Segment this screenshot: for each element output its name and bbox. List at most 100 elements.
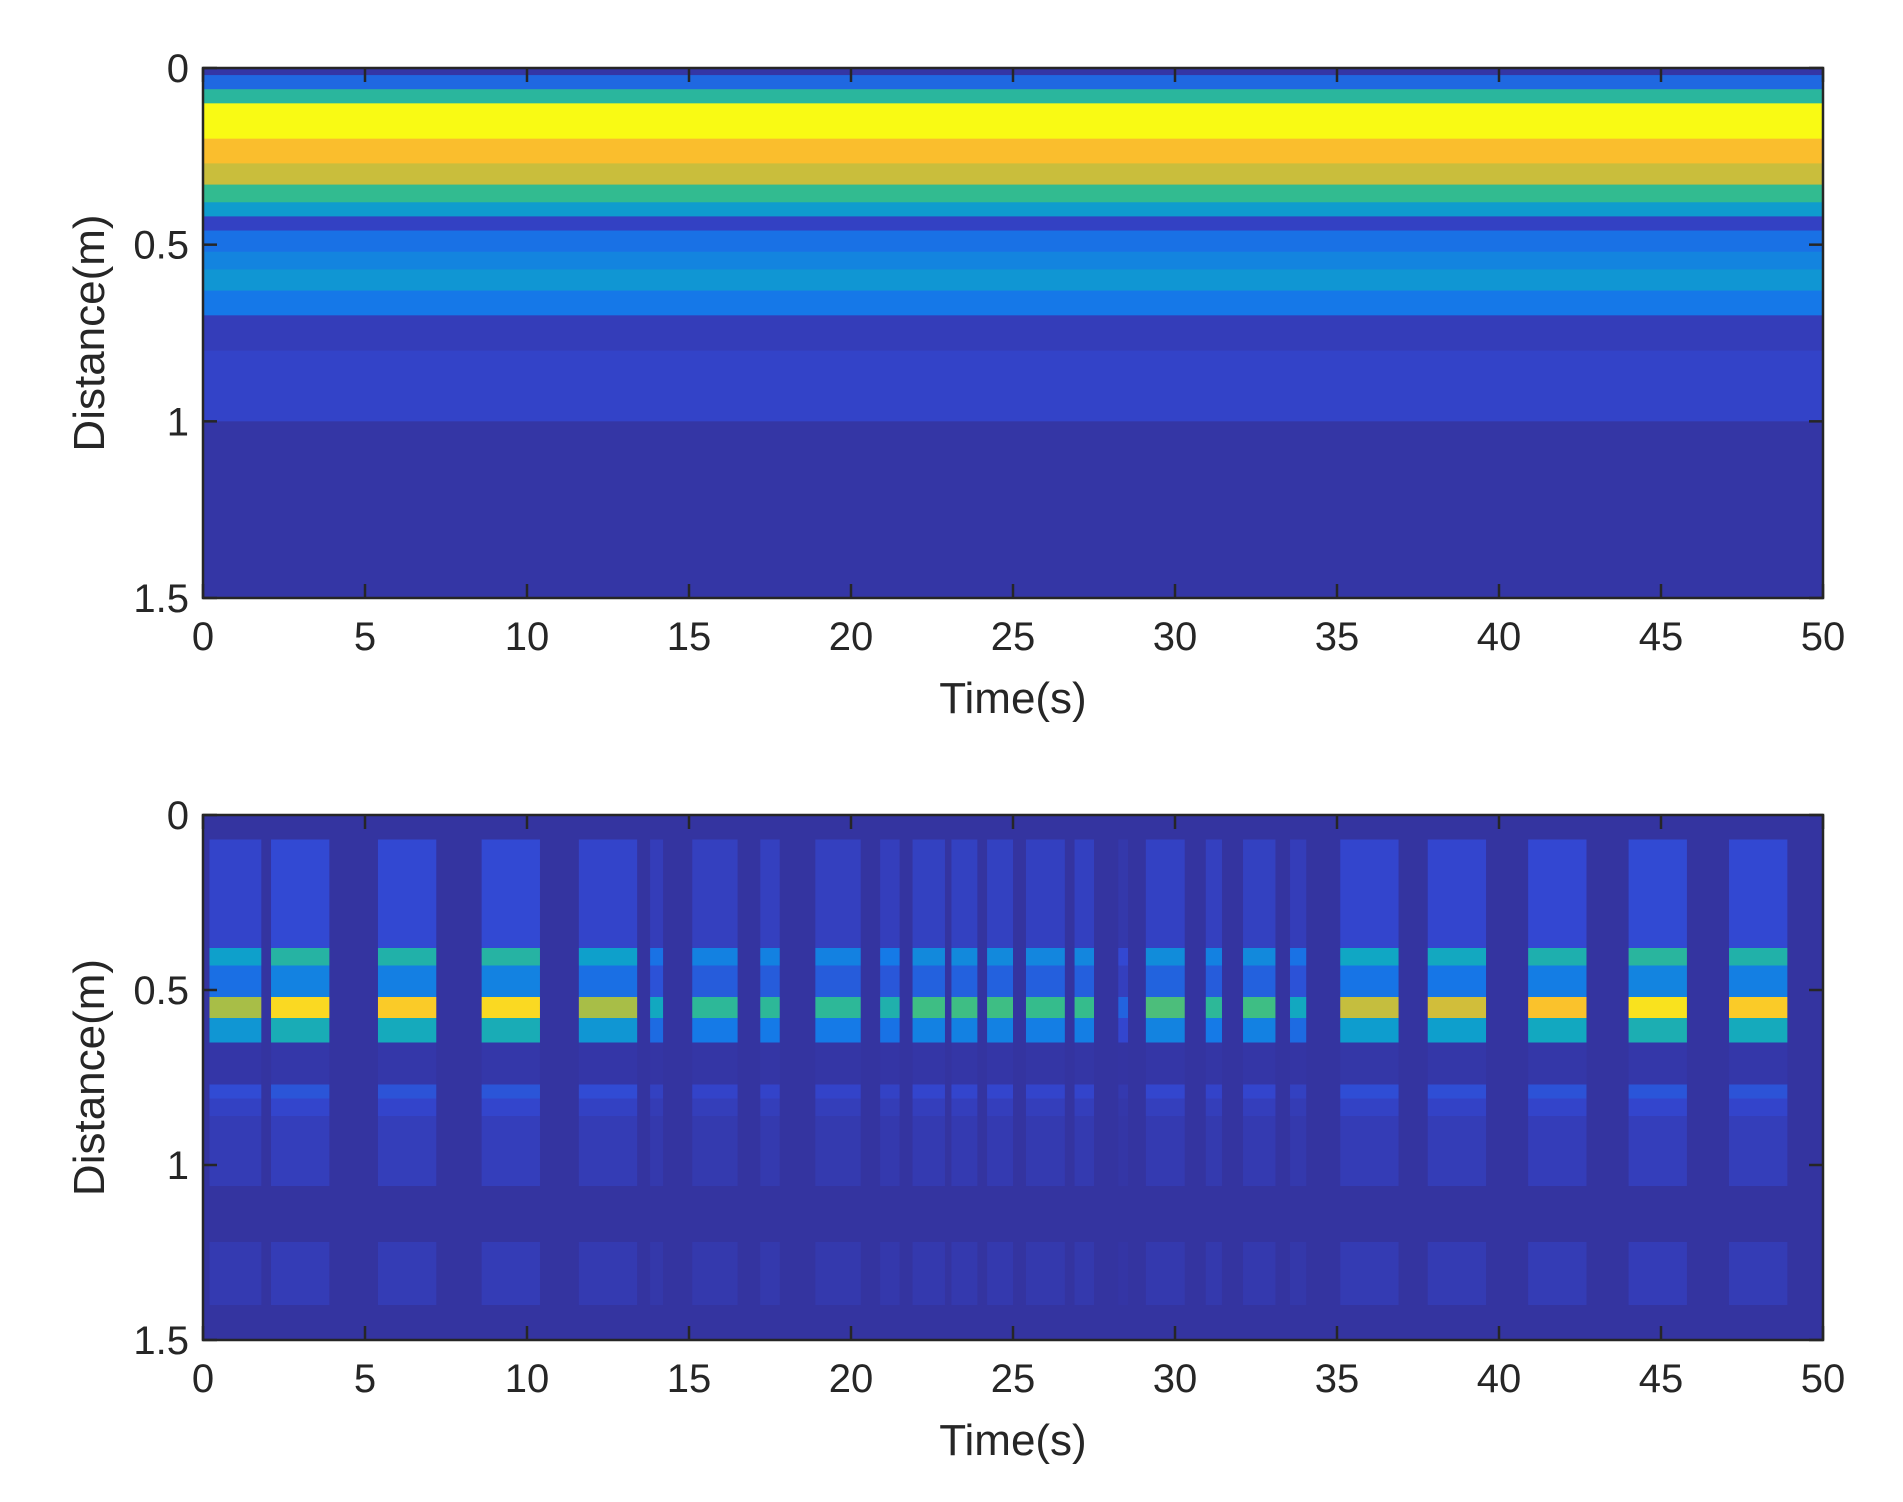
bottom-burst-21-row-8 <box>1427 1116 1487 1186</box>
bottom-x-tick-label-0: 0 <box>192 1357 214 1401</box>
bottom-burst-13-row-4 <box>1025 1018 1065 1043</box>
bottom-burst-17-row-5 <box>1205 1042 1222 1085</box>
bottom-burst-0-row-0 <box>209 839 262 948</box>
bottom-burst-11-row-3 <box>951 997 978 1018</box>
bottom-x-tick-label-8: 40 <box>1477 1357 1522 1401</box>
bottom-burst-15-row-5 <box>1118 1042 1129 1085</box>
bottom-burst-13-row-6 <box>1025 1084 1065 1099</box>
top-x-tick-label-3: 15 <box>667 615 712 659</box>
bottom-burst-18-row-5 <box>1243 1042 1276 1085</box>
bottom-burst-13-row-0 <box>1025 839 1065 948</box>
bottom-burst-13-row-7 <box>1025 1098 1065 1116</box>
bottom-panel: 0 5 10 15 20 25 30 35 40 45 50 0 0.5 1 1.5 Time(s) Dis… <box>65 794 1845 1465</box>
bottom-burst-9-row-9 <box>880 1242 900 1305</box>
top-band-3 <box>203 103 1823 140</box>
top-y-tick-label-0: 0 <box>167 47 189 91</box>
bottom-burst-3-row-4 <box>481 1018 540 1043</box>
bottom-burst-0-row-2 <box>209 965 262 997</box>
bottom-burst-6-row-3 <box>692 997 738 1018</box>
bottom-burst-3-row-6 <box>481 1084 540 1099</box>
bottom-burst-21-row-6 <box>1427 1084 1487 1099</box>
bottom-burst-3-row-0 <box>481 839 540 948</box>
top-band-15 <box>203 421 1823 599</box>
bottom-burst-24-row-7 <box>1729 1098 1788 1116</box>
bottom-burst-8-row-2 <box>815 965 861 997</box>
bottom-burst-13-row-3 <box>1025 997 1065 1018</box>
top-x-tick-label-8: 40 <box>1477 615 1522 659</box>
bottom-burst-7-row-0 <box>760 839 780 948</box>
bottom-burst-3-row-2 <box>481 965 540 997</box>
bottom-burst-5-row-3 <box>650 997 664 1018</box>
bottom-burst-5-row-7 <box>650 1098 664 1116</box>
bottom-burst-17-row-2 <box>1205 965 1222 997</box>
bottom-burst-21-row-9 <box>1427 1242 1487 1305</box>
bottom-burst-19-row-3 <box>1290 997 1307 1018</box>
bottom-burst-9-row-2 <box>880 965 900 997</box>
bottom-burst-2-row-4 <box>377 1018 437 1043</box>
bottom-burst-1-row-0 <box>271 839 330 948</box>
top-band-10 <box>203 251 1823 270</box>
bottom-burst-18-row-7 <box>1243 1098 1276 1116</box>
bottom-burst-21-row-0 <box>1427 839 1487 948</box>
bottom-burst-11-row-4 <box>951 1018 978 1043</box>
bottom-burst-14-row-1 <box>1074 948 1094 966</box>
bottom-burst-15-row-7 <box>1118 1098 1129 1116</box>
bottom-x-tick-label-6: 30 <box>1153 1357 1198 1401</box>
bottom-burst-14-row-2 <box>1074 965 1094 997</box>
bottom-burst-2-row-9 <box>377 1242 437 1305</box>
bottom-burst-6-row-7 <box>692 1098 738 1116</box>
bottom-burst-5-row-1 <box>650 948 664 966</box>
bottom-burst-5-row-0 <box>650 839 664 948</box>
top-band-7 <box>203 202 1823 217</box>
top-band-4 <box>203 138 1823 164</box>
bottom-burst-9-row-6 <box>880 1084 900 1099</box>
top-band-11 <box>203 269 1823 292</box>
bottom-burst-4-row-2 <box>578 965 638 997</box>
bottom-burst-17-row-0 <box>1205 839 1222 948</box>
bottom-burst-23-row-7 <box>1628 1098 1687 1116</box>
top-band-1 <box>203 75 1823 90</box>
bottom-burst-17-row-6 <box>1205 1084 1222 1099</box>
bottom-burst-7-row-1 <box>760 948 780 966</box>
top-x-tick-label-2: 10 <box>505 615 550 659</box>
bottom-burst-9-row-0 <box>880 839 900 948</box>
bottom-burst-6-row-8 <box>692 1116 738 1186</box>
bottom-ticks: 0 5 10 15 20 25 30 35 40 45 50 0 0.5 1 1.5 <box>133 794 1845 1401</box>
bottom-burst-20-row-1 <box>1340 948 1399 966</box>
bottom-burst-7-row-7 <box>760 1098 780 1116</box>
bottom-burst-1-row-3 <box>271 997 330 1018</box>
bottom-burst-16-row-1 <box>1145 948 1185 966</box>
bottom-burst-13-row-8 <box>1025 1116 1065 1186</box>
bottom-burst-20-row-2 <box>1340 965 1399 997</box>
top-y-tick-label-1: 0.5 <box>133 224 189 268</box>
bottom-burst-10-row-8 <box>912 1116 945 1186</box>
top-x-tick-label-0: 0 <box>192 615 214 659</box>
bottom-burst-9-row-8 <box>880 1116 900 1186</box>
bottom-burst-12-row-6 <box>987 1084 1013 1099</box>
bottom-burst-4-row-9 <box>578 1242 638 1305</box>
bottom-burst-20-row-8 <box>1340 1116 1399 1186</box>
bottom-y-axis-label: Distance(m) <box>65 959 114 1196</box>
bottom-x-tick-label-2: 10 <box>505 1357 550 1401</box>
top-band-12 <box>203 290 1823 316</box>
bottom-burst-3-row-9 <box>481 1242 540 1305</box>
bottom-burst-15-row-9 <box>1118 1242 1129 1305</box>
bottom-burst-2-row-0 <box>377 839 437 948</box>
bottom-burst-20-row-7 <box>1340 1098 1399 1116</box>
bottom-burst-0-row-7 <box>209 1098 262 1116</box>
bottom-burst-3-row-1 <box>481 948 540 966</box>
bottom-x-tick-label-7: 35 <box>1315 1357 1360 1401</box>
bottom-burst-24-row-4 <box>1729 1018 1788 1043</box>
bottom-burst-15-row-0 <box>1118 839 1129 948</box>
top-band-8 <box>203 216 1823 232</box>
bottom-burst-14-row-4 <box>1074 1018 1094 1043</box>
bottom-burst-5-row-9 <box>650 1242 664 1305</box>
bottom-burst-6-row-2 <box>692 965 738 997</box>
bottom-burst-10-row-7 <box>912 1098 945 1116</box>
bottom-burst-15-row-2 <box>1118 965 1129 997</box>
bottom-burst-11-row-6 <box>951 1084 978 1099</box>
bottom-burst-17-row-9 <box>1205 1242 1222 1305</box>
bottom-burst-0-row-6 <box>209 1084 262 1099</box>
bottom-burst-9-row-5 <box>880 1042 900 1085</box>
bottom-burst-17-row-7 <box>1205 1098 1222 1116</box>
